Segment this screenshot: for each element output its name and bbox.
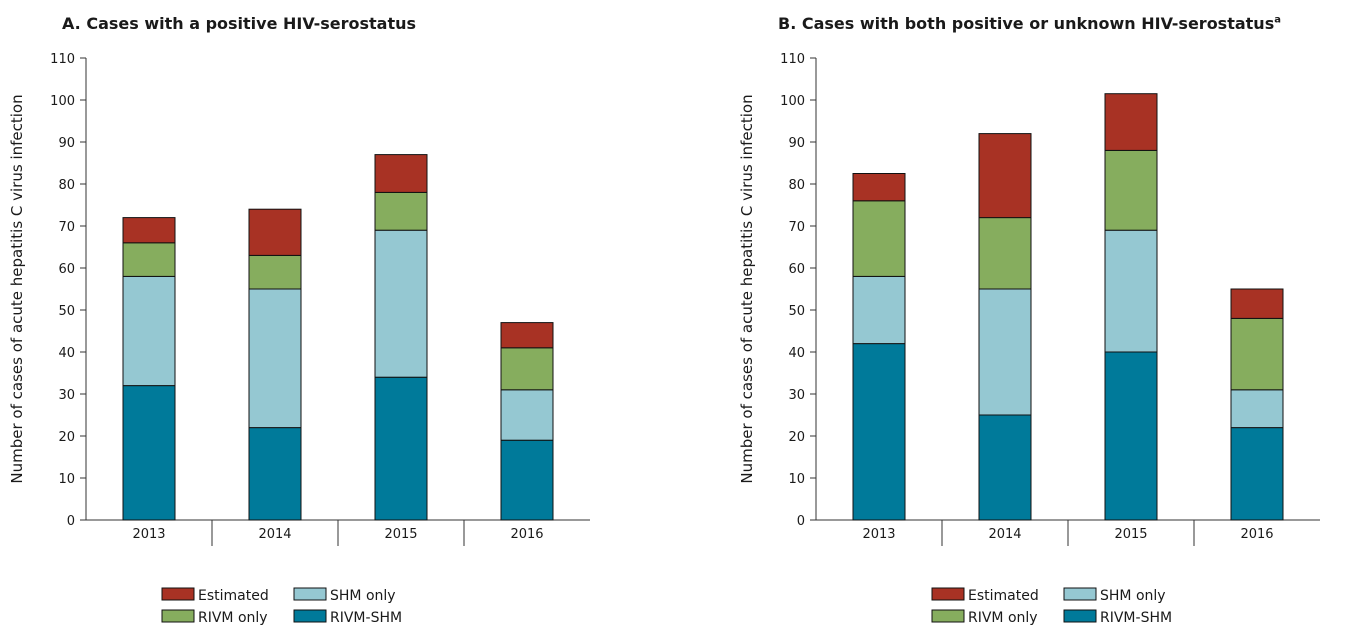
y-axis-title: Number of cases of acute hepatitis C vir… xyxy=(738,94,756,483)
y-tick-label: 70 xyxy=(58,220,75,235)
bar-estimated-2015 xyxy=(374,154,428,193)
legend-swatch-rivm-only xyxy=(161,609,195,623)
y-tick-label: 110 xyxy=(50,52,75,67)
bar-shm-only-2014 xyxy=(248,288,302,429)
legend-swatch-rivm-only xyxy=(931,609,965,623)
y-tick-label: 50 xyxy=(58,304,75,319)
bar-rivm-only-2016 xyxy=(1230,317,1284,391)
y-axis-title: Number of cases of acute hepatitis C vir… xyxy=(8,94,26,483)
x-tick-label: 2016 xyxy=(510,527,543,542)
chart-a-title: A. Cases with a positive HIV-serostatus xyxy=(62,14,416,33)
bar-estimated-2016 xyxy=(1230,288,1284,319)
y-tick-label: 30 xyxy=(788,388,805,403)
bar-shm-only-2015 xyxy=(374,229,428,378)
y-tick-label: 40 xyxy=(58,346,75,361)
bar-estimated-2013 xyxy=(122,217,176,244)
y-tick-label: 80 xyxy=(58,178,75,193)
bar-rivm-shm-2015 xyxy=(374,376,428,521)
bar-rivm-only-2014 xyxy=(248,254,302,290)
y-tick-label: 50 xyxy=(788,304,805,319)
legend-swatch-estimated xyxy=(161,587,195,601)
y-tick-label: 10 xyxy=(788,472,805,487)
x-tick-label: 2014 xyxy=(258,527,291,542)
legend-label-estimated: Estimated xyxy=(198,588,269,604)
y-tick-label: 20 xyxy=(58,430,75,445)
y-tick-label: 0 xyxy=(797,514,805,529)
bar-rivm-shm-2013 xyxy=(852,343,906,521)
bar-rivm-shm-2013 xyxy=(122,385,176,521)
legend-label-rivm-only: RIVM only xyxy=(968,610,1038,626)
x-tick-label: 2015 xyxy=(384,527,417,542)
x-tick-label: 2013 xyxy=(862,527,895,542)
bar-rivm-only-2013 xyxy=(852,200,906,277)
y-tick-label: 10 xyxy=(58,472,75,487)
bar-rivm-shm-2014 xyxy=(248,427,302,521)
y-tick-label: 20 xyxy=(788,430,805,445)
legend-label-rivm-only: RIVM only xyxy=(198,610,268,626)
x-tick-label: 2016 xyxy=(1240,527,1273,542)
y-tick-label: 80 xyxy=(788,178,805,193)
y-tick-label: 70 xyxy=(788,220,805,235)
bar-estimated-2015 xyxy=(1104,93,1158,151)
y-tick-label: 90 xyxy=(58,136,75,151)
bar-shm-only-2013 xyxy=(852,275,906,345)
bar-rivm-only-2016 xyxy=(500,347,554,391)
y-tick-label: 110 xyxy=(780,52,805,67)
bar-shm-only-2014 xyxy=(978,288,1032,416)
y-tick-label: 60 xyxy=(58,262,75,277)
legend-label-estimated: Estimated xyxy=(968,588,1039,604)
legend-label-shm-only: SHM only xyxy=(330,588,396,604)
legend-swatch-rivm-shm xyxy=(293,609,327,623)
chart-b-title-text: B. Cases with both positive or unknown H… xyxy=(778,14,1275,33)
bar-rivm-only-2013 xyxy=(122,242,176,277)
legend-swatch-shm-only xyxy=(293,587,327,601)
x-tick-label: 2013 xyxy=(132,527,165,542)
bar-shm-only-2016 xyxy=(500,389,554,441)
legend-label-rivm-shm: RIVM-SHM xyxy=(1100,610,1172,626)
bar-estimated-2014 xyxy=(978,133,1032,219)
bar-rivm-only-2014 xyxy=(978,217,1032,290)
legend-swatch-estimated xyxy=(931,587,965,601)
x-tick-label: 2015 xyxy=(1114,527,1147,542)
chart-a-title-text: A. Cases with a positive HIV-serostatus xyxy=(62,14,417,33)
bar-shm-only-2016 xyxy=(1230,389,1284,429)
bar-rivm-shm-2016 xyxy=(500,439,554,521)
bar-rivm-shm-2015 xyxy=(1104,351,1158,521)
legend-swatch-rivm-shm xyxy=(1063,609,1097,623)
legend-label-shm-only: SHM only xyxy=(1100,588,1166,604)
legend-label-rivm-shm: RIVM-SHM xyxy=(330,610,402,626)
legend-swatch-shm-only xyxy=(1063,587,1097,601)
bar-estimated-2013 xyxy=(852,173,906,202)
y-tick-label: 40 xyxy=(788,346,805,361)
x-tick-label: 2014 xyxy=(988,527,1021,542)
bar-rivm-shm-2016 xyxy=(1230,427,1284,521)
bar-estimated-2014 xyxy=(248,208,302,256)
chart-1: 0 10 20 30 40 50 60 70 80 90 100 110 Number of cases… xyxy=(738,52,1320,626)
chart-b-title: B. Cases with both positive or unknown H… xyxy=(778,14,1281,33)
bar-rivm-only-2015 xyxy=(374,191,428,231)
chart-0: 0 10 20 30 40 50 60 70 80 90 100 110 Number of cases… xyxy=(8,52,590,626)
chart-b-title-sup: a xyxy=(1274,14,1281,26)
y-tick-label: 90 xyxy=(788,136,805,151)
y-tick-label: 60 xyxy=(788,262,805,277)
bar-rivm-shm-2014 xyxy=(978,414,1032,521)
bar-estimated-2016 xyxy=(500,322,554,349)
bar-shm-only-2013 xyxy=(122,275,176,387)
y-tick-label: 30 xyxy=(58,388,75,403)
y-tick-label: 100 xyxy=(780,94,805,109)
y-tick-label: 100 xyxy=(50,94,75,109)
bar-rivm-only-2015 xyxy=(1104,149,1158,231)
bar-shm-only-2015 xyxy=(1104,229,1158,353)
y-tick-label: 0 xyxy=(67,514,75,529)
